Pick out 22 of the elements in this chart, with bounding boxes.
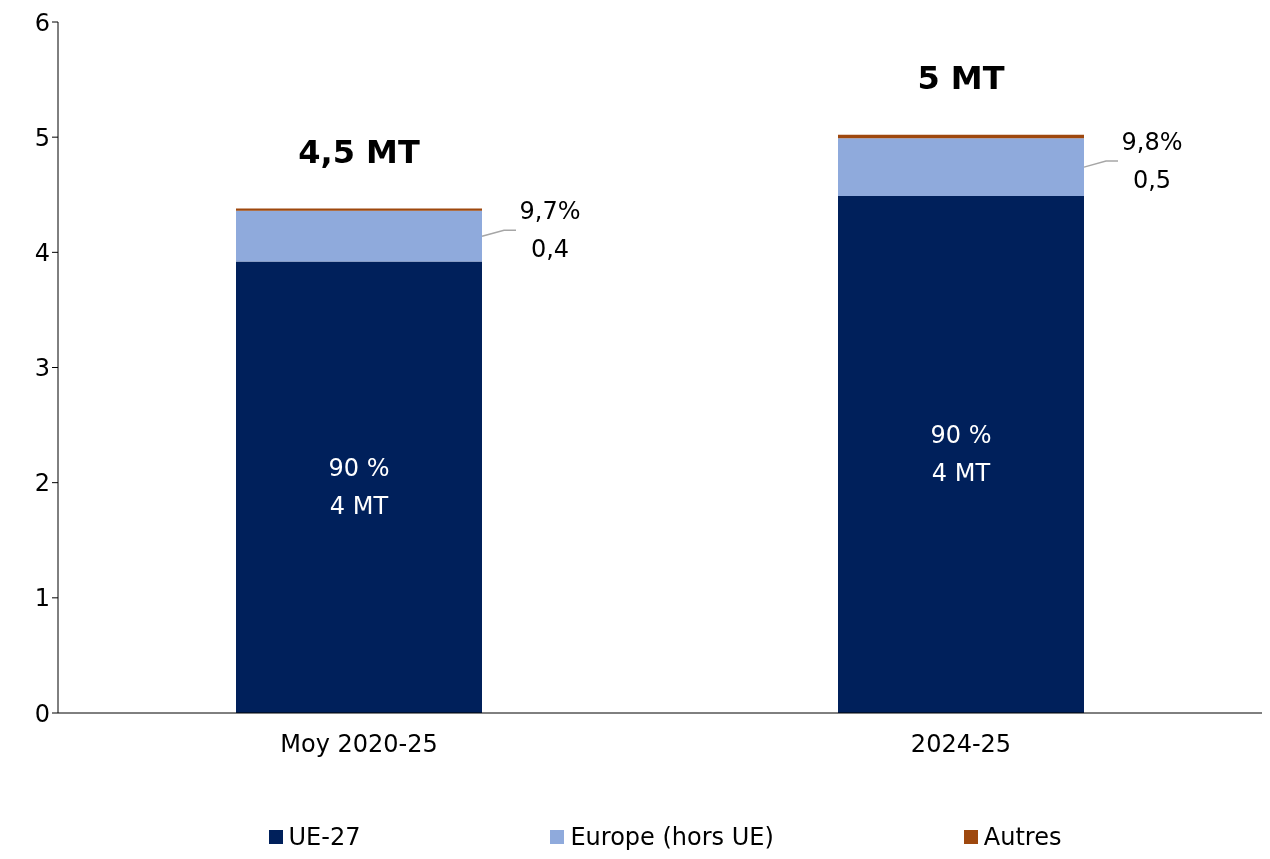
data-label: 9,8% 0,5 bbox=[1121, 128, 1183, 195]
y-tick-label: 2 bbox=[34, 469, 50, 498]
bar bbox=[236, 261, 482, 713]
x-tick-label: Moy 2020-25 bbox=[280, 730, 438, 759]
y-tick-label: 0 bbox=[34, 699, 50, 728]
bar bbox=[838, 138, 1084, 196]
total-label: 4,5 MT bbox=[298, 132, 420, 171]
x-tick-label: 2024-25 bbox=[910, 730, 1012, 759]
bar bbox=[236, 210, 482, 262]
y-tick-label: 4 bbox=[34, 238, 50, 267]
y-tick-label: 6 bbox=[34, 8, 50, 37]
total-label: 5 MT bbox=[917, 58, 1005, 97]
data-label: 90 % 4 MT bbox=[930, 421, 992, 488]
y-tick-label: 1 bbox=[34, 584, 50, 613]
y-tick-label: 5 bbox=[34, 123, 50, 152]
bar bbox=[838, 195, 1084, 713]
data-label: 90 % 4 MT bbox=[328, 454, 390, 521]
legend-label: UE-27 bbox=[287, 823, 361, 851]
legend-label: Autres bbox=[982, 823, 1062, 851]
y-tick-label: 3 bbox=[34, 354, 50, 383]
legend-label: Europe (hors UE) bbox=[569, 823, 774, 851]
data-label: 9,7% 0,4 bbox=[519, 197, 581, 264]
